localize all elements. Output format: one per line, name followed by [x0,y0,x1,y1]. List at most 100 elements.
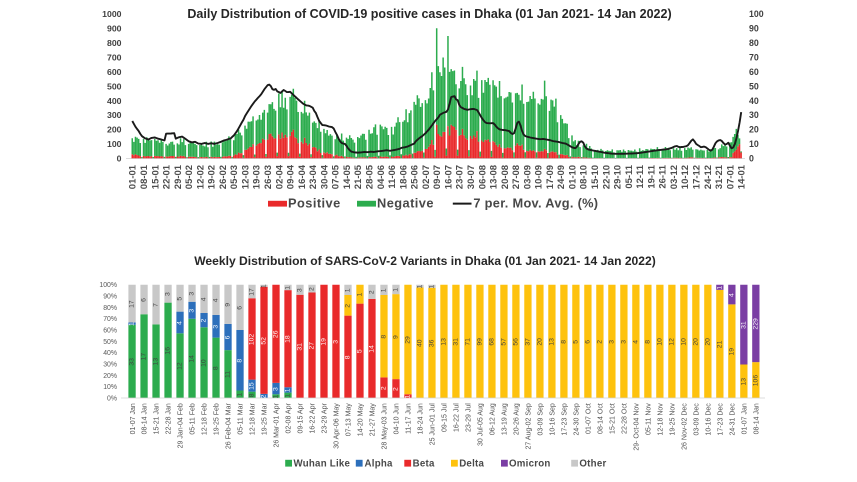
svg-text:3: 3 [213,325,220,329]
svg-text:6: 6 [225,335,232,339]
svg-text:19: 19 [320,338,327,346]
svg-text:19: 19 [728,348,735,356]
svg-text:8: 8 [560,340,567,344]
svg-text:12-18 Nov: 12-18 Nov [658,403,665,436]
svg-text:8: 8 [380,335,387,339]
svg-text:20-08: 20-08 [500,165,511,189]
svg-text:05-02: 05-02 [184,165,195,189]
svg-text:Daily Distribution of COVID-19: Daily Distribution of COVID-19 positive … [187,7,671,21]
svg-text:6: 6 [237,306,244,310]
svg-text:2: 2 [344,304,351,308]
svg-text:400: 400 [107,96,122,106]
svg-text:16-22 Jul: 16-22 Jul [454,403,461,432]
svg-text:4: 4 [201,297,208,301]
svg-text:02-08 Apr: 02-08 Apr [286,403,293,434]
svg-text:1: 1 [428,285,435,289]
svg-text:0: 0 [117,154,122,164]
svg-text:03-09 Sep: 03-09 Sep [538,403,545,435]
svg-text:31: 31 [452,338,459,346]
svg-text:20: 20 [536,338,543,346]
svg-text:12: 12 [177,362,184,370]
svg-text:3: 3 [189,292,196,296]
svg-text:19-25 Feb: 19-25 Feb [214,403,221,435]
svg-text:1: 1 [285,286,292,290]
svg-text:27-08: 27-08 [511,165,522,189]
svg-text:11-17 Jun: 11-17 Jun [406,403,413,434]
svg-text:25 Jun-01 Jul: 25 Jun-01 Jul [430,403,437,445]
svg-text:15-21 Oct: 15-21 Oct [610,403,617,434]
svg-text:12-11: 12-11 [635,164,646,188]
svg-text:30-04: 30-04 [319,164,330,189]
svg-text:10: 10 [749,139,759,149]
svg-text:15-21 Jan: 15-21 Jan [154,403,161,434]
svg-text:22-28 Oct: 22-28 Oct [622,403,629,434]
svg-text:1: 1 [392,288,399,292]
svg-text:01-07 Oct: 01-07 Oct [586,403,593,434]
svg-text:19-03: 19-03 [252,165,263,189]
svg-text:5: 5 [177,297,184,301]
svg-text:08-14 Oct: 08-14 Oct [598,403,605,434]
svg-text:10: 10 [680,338,687,346]
svg-text:1: 1 [237,393,244,397]
svg-text:900: 900 [107,24,122,34]
svg-text:13: 13 [440,338,447,346]
svg-text:13: 13 [548,338,555,346]
svg-text:1: 1 [380,288,387,292]
svg-text:6: 6 [141,298,148,302]
svg-text:28 May-03 Jun: 28 May-03 Jun [382,403,389,449]
svg-text:11: 11 [225,371,232,378]
svg-text:37: 37 [524,338,531,346]
svg-text:3: 3 [273,387,280,391]
svg-text:19-02: 19-02 [207,165,218,189]
svg-text:04-10 Jun: 04-10 Jun [394,403,401,434]
svg-text:29 Jan-04 Feb: 29 Jan-04 Feb [178,403,185,448]
svg-text:3: 3 [296,288,303,292]
svg-text:16-22 Apr: 16-22 Apr [310,403,317,434]
svg-text:29: 29 [404,336,411,344]
svg-text:05-11 Nov: 05-11 Nov [646,403,653,435]
svg-text:50: 50 [749,81,759,91]
svg-text:21: 21 [716,340,723,348]
svg-text:23-04: 23-04 [308,164,319,189]
svg-text:09-04: 09-04 [286,164,297,189]
svg-text:20: 20 [692,338,699,346]
svg-text:40: 40 [416,339,423,347]
svg-text:23-29 Apr: 23-29 Apr [322,403,329,434]
svg-text:Positive: Positive [288,196,341,211]
svg-text:20: 20 [749,125,759,135]
svg-text:Omicron: Omicron [509,459,551,470]
svg-text:57: 57 [500,338,507,346]
svg-text:24-31 Dec: 24-31 Dec [730,403,737,436]
svg-text:1: 1 [285,394,292,398]
svg-text:26-02: 26-02 [218,165,229,189]
svg-text:26 Feb-04 Mar: 26 Feb-04 Mar [226,403,233,450]
svg-text:1: 1 [285,388,292,392]
svg-text:7: 7 [153,303,160,307]
svg-text:1: 1 [261,284,268,288]
svg-text:200: 200 [107,125,122,135]
svg-text:5: 5 [356,349,363,353]
svg-text:07-13 May: 07-13 May [346,403,353,437]
svg-text:01-01: 01-01 [128,164,139,189]
svg-text:18-06: 18-06 [398,165,409,189]
svg-text:05-03: 05-03 [229,165,240,189]
svg-text:8: 8 [644,340,651,344]
svg-text:31-21: 31-21 [714,164,725,189]
svg-text:27: 27 [308,342,315,350]
svg-text:1: 1 [416,284,423,288]
svg-text:24-30 Sep: 24-30 Sep [574,403,581,435]
svg-text:1: 1 [356,293,363,297]
svg-text:29- Oct-04 Nov: 29- Oct-04 Nov [634,403,641,451]
svg-text:1: 1 [716,286,723,290]
svg-text:12-18 Mar: 12-18 Mar [250,403,257,436]
svg-text:50%: 50% [103,339,117,346]
svg-text:21-05: 21-05 [353,164,364,189]
svg-text:17: 17 [129,300,136,308]
svg-text:06-08: 06-08 [477,165,488,189]
svg-text:08-10: 08-10 [579,165,590,189]
svg-text:16-07: 16-07 [443,165,454,189]
svg-text:26-03: 26-03 [263,165,274,189]
svg-text:30 Jul-05 Aug: 30 Jul-05 Aug [478,403,485,446]
svg-text:05-11 Feb: 05-11 Feb [190,403,197,434]
svg-text:15-01: 15-01 [150,164,161,189]
